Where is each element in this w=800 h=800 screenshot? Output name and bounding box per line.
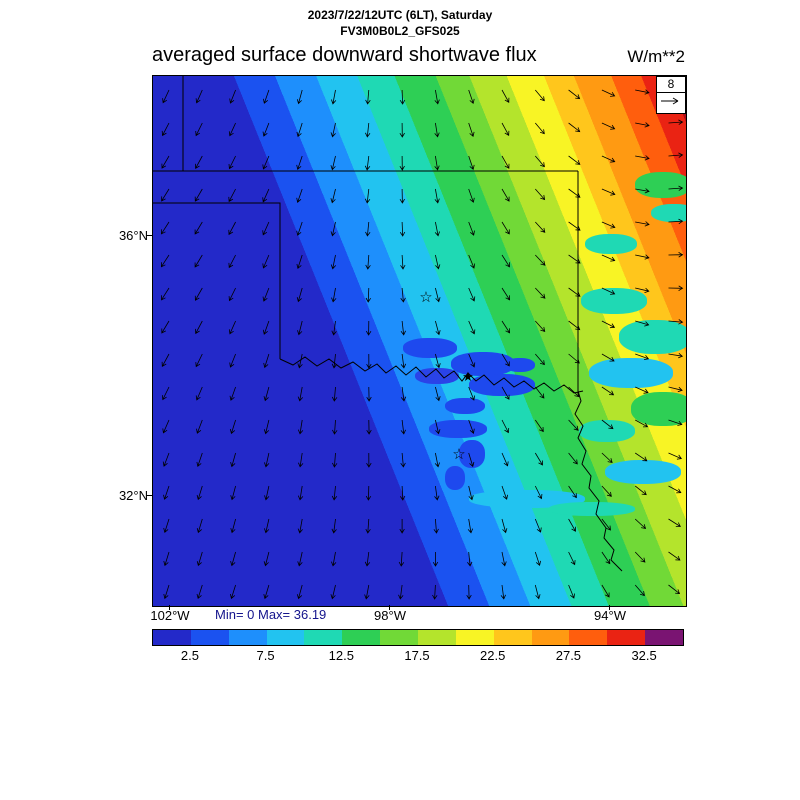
lon-label-102w: 102°W	[150, 608, 190, 623]
flux-patch	[445, 466, 465, 490]
chart-title: averaged surface downward shortwave flux	[152, 44, 537, 66]
colorbar-segment	[455, 630, 494, 645]
colorbar-tick-label: 27.5	[555, 648, 582, 663]
sabine-border	[574, 390, 623, 572]
flux-patch	[635, 172, 686, 198]
vector-reference-box: 8	[656, 76, 686, 114]
colorbar-tick-label: 17.5	[404, 648, 430, 663]
lake-filled-marker: ★	[462, 369, 474, 384]
flux-patch	[585, 234, 637, 254]
flux-patch	[549, 502, 635, 516]
vector-reference-value: 8	[657, 77, 685, 93]
colorbar-segment	[190, 630, 229, 645]
flux-patch	[589, 358, 673, 388]
lon-tick-94w	[609, 605, 610, 610]
map-plot-area: ☆ ☆ ★ 8	[152, 75, 687, 607]
flux-patch	[505, 358, 535, 372]
star-marker-2: ☆	[452, 446, 465, 463]
colorbar-tick-label: 12.5	[328, 648, 354, 663]
flux-patch	[429, 420, 487, 438]
colorbar-segment	[531, 630, 570, 645]
flux-patch	[415, 368, 459, 384]
colorbar-segment	[418, 630, 456, 645]
colorbar-segment	[342, 630, 381, 645]
flux-patch	[619, 320, 686, 354]
flux-patch	[403, 338, 457, 358]
lon-label-98w: 98°W	[374, 608, 406, 623]
flux-patch	[445, 398, 485, 414]
header-date-line: 2023/7/22/12UTC (6LT), Saturday	[307, 8, 493, 22]
flux-patch	[605, 460, 681, 484]
lat-tick-36n	[146, 235, 152, 236]
flux-patch	[631, 392, 686, 426]
vector-reference-arrow-icon	[661, 97, 679, 105]
state-borders	[153, 76, 623, 572]
wind-arrows	[160, 89, 684, 600]
colorbar-tick-label: 2.5	[180, 648, 199, 663]
colorbar-segment	[266, 630, 305, 645]
map-overlay: ☆ ☆ ★	[153, 76, 684, 600]
colorbar-segment	[645, 630, 684, 645]
colorbar-ticks: 2.5 7.5 12.5 17.5 22.5 27.5 32.5	[152, 648, 682, 664]
colorbar-tick-label: 22.5	[480, 648, 506, 663]
colorbar-segment	[228, 630, 267, 645]
colorbar	[152, 629, 684, 646]
lat-tick-32n	[146, 495, 152, 496]
lon-tick-98w	[389, 605, 390, 610]
flux-patch	[451, 352, 515, 376]
colorbar-segment	[607, 630, 646, 645]
header-model-line: FV3M0B0L2_GFS025	[340, 24, 460, 38]
colorbar-segment	[380, 630, 419, 645]
lat-label-36n: 36°N	[118, 228, 148, 243]
colorbar-segment	[569, 630, 608, 645]
colorbar-segment	[153, 630, 191, 645]
colorbar-tick-label: 7.5	[256, 648, 275, 663]
red-river-border	[279, 356, 584, 394]
flux-patch	[579, 420, 635, 442]
colorbar-tick-label: 32.5	[631, 648, 657, 663]
colorbar-segment	[304, 630, 343, 645]
lat-label-32n: 32°N	[118, 488, 148, 503]
star-marker-1: ☆	[419, 289, 432, 306]
units-label: W/m**2	[627, 47, 685, 66]
flux-patch	[651, 204, 686, 222]
lon-tick-102w	[169, 605, 170, 610]
lon-label-94w: 94°W	[594, 608, 626, 623]
min-max-annotation: Min= 0 Max= 36.19	[215, 607, 327, 622]
colorbar-segment	[493, 630, 532, 645]
